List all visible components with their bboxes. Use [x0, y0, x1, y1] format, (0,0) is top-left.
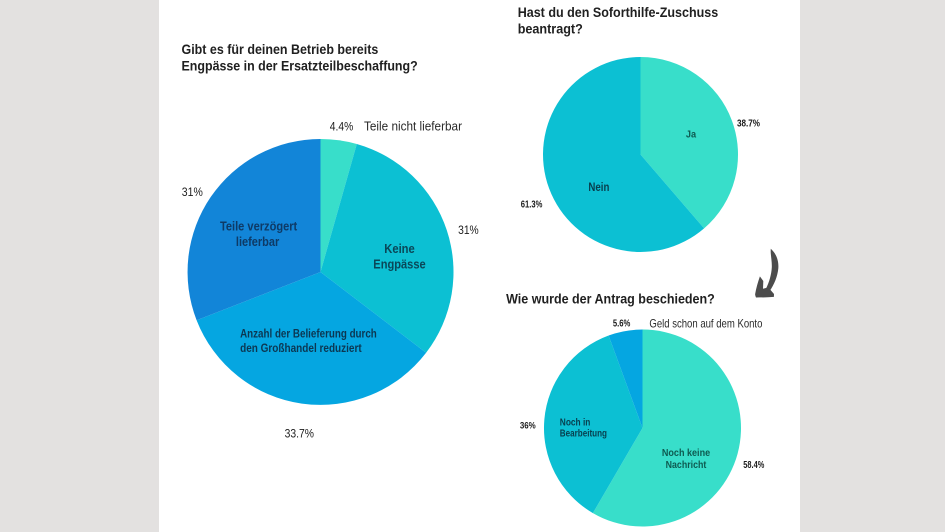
svg-text:den Großhandel reduziert: den Großhandel reduziert [240, 341, 362, 355]
svg-text:Keine: Keine [384, 241, 415, 256]
svg-text:Wie wurde der Antrag beschiede: Wie wurde der Antrag beschieden? [506, 291, 715, 307]
svg-text:Geld schon auf dem Konto: Geld schon auf dem Konto [649, 317, 762, 331]
svg-text:36%: 36% [520, 420, 536, 431]
svg-text:beantragt?: beantragt? [518, 21, 583, 37]
svg-text:33.7%: 33.7% [285, 427, 315, 441]
svg-text:58.4%: 58.4% [743, 460, 764, 471]
svg-text:Engpässe in der Ersatzteilbesc: Engpässe in der Ersatzteilbeschaffung? [182, 58, 418, 74]
svg-text:Engpässe: Engpässe [373, 257, 425, 272]
svg-text:Ja: Ja [686, 130, 697, 141]
svg-text:Teile verzögert: Teile verzögert [220, 219, 298, 234]
svg-text:Noch keine: Noch keine [662, 448, 711, 459]
svg-text:31%: 31% [458, 223, 479, 237]
svg-text:5.6%: 5.6% [613, 319, 631, 330]
svg-text:61.3%: 61.3% [521, 199, 543, 210]
svg-text:31%: 31% [182, 185, 203, 199]
svg-text:Teile nicht lieferbar: Teile nicht lieferbar [364, 119, 463, 134]
svg-text:Hast du den Soforthilfe-Zuschu: Hast du den Soforthilfe-Zuschuss [518, 4, 719, 20]
svg-text:Gibt es für deinen Betrieb ber: Gibt es für deinen Betrieb bereits [182, 41, 379, 57]
svg-text:lieferbar: lieferbar [236, 234, 279, 249]
svg-text:Bearbeitung: Bearbeitung [560, 428, 607, 439]
svg-text:Nein: Nein [588, 180, 609, 194]
svg-text:Anzahl der Belieferung durch: Anzahl der Belieferung durch [240, 327, 377, 341]
svg-text:38.7%: 38.7% [737, 118, 760, 129]
svg-text:Nachricht: Nachricht [666, 460, 707, 471]
svg-text:4.4%: 4.4% [330, 120, 354, 134]
svg-text:Noch in: Noch in [560, 417, 591, 428]
